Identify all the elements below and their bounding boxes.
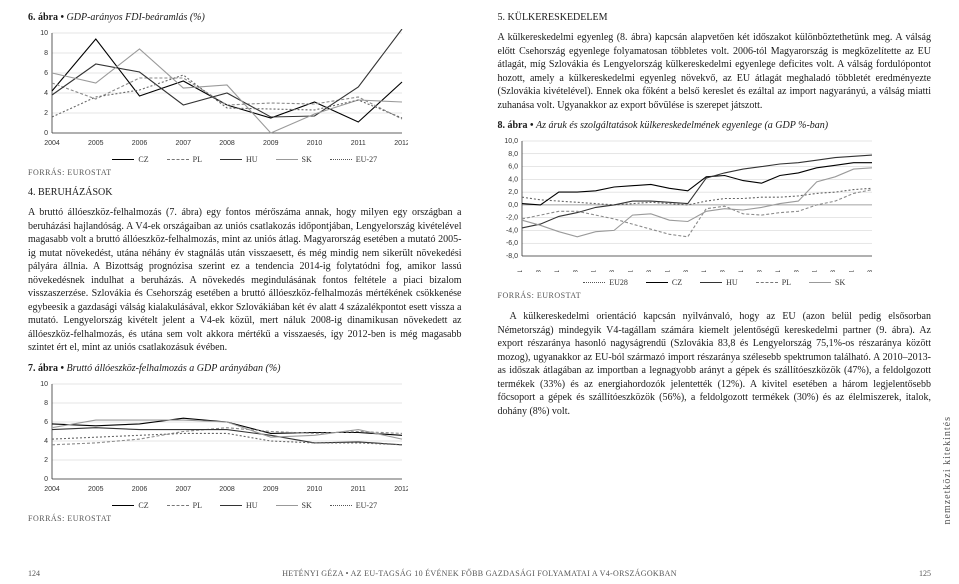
- fig8-chart: -8,0 -6,0 -4,0 -2,0 0,0 2,0 4,0 6,0 8,0 10,0 2004Q…: [498, 137, 878, 272]
- svg-text:2006Q3: 2006Q3: [610, 269, 616, 272]
- svg-text:2009Q1: 2009Q1: [702, 269, 708, 272]
- svg-text:0,0: 0,0: [508, 202, 518, 209]
- svg-text:2012: 2012: [394, 486, 408, 493]
- legend-sk: SK: [276, 155, 312, 164]
- fig6-title-em: GDP-arányos FDI-beáramlás (%): [67, 12, 205, 23]
- svg-text:2012Q1: 2012Q1: [812, 269, 818, 272]
- fig6-source: FORRÁS: EUROSTAT: [28, 168, 462, 177]
- legend-hu: HU: [220, 155, 258, 164]
- section-5-heading: 5. KÜLKERESKEDELEM: [498, 12, 932, 23]
- svg-text:2010Q1: 2010Q1: [739, 269, 745, 272]
- svg-text:-6,0: -6,0: [505, 240, 517, 247]
- svg-text:4: 4: [44, 90, 48, 97]
- svg-text:-8,0: -8,0: [505, 253, 517, 260]
- svg-text:6: 6: [44, 419, 48, 426]
- section-4-heading: 4. BERUHÁZÁSOK: [28, 187, 462, 198]
- svg-text:2005: 2005: [88, 140, 104, 147]
- svg-text:2009: 2009: [263, 486, 279, 493]
- footer: 124 HETÉNYI GÉZA • AZ EU-TAGSÁG 10 ÉVÉNE…: [0, 569, 959, 578]
- svg-text:2010: 2010: [307, 486, 323, 493]
- svg-text:2011Q3: 2011Q3: [794, 269, 800, 272]
- svg-text:2005Q3: 2005Q3: [573, 269, 579, 272]
- svg-text:2004Q1: 2004Q1: [518, 269, 524, 272]
- right-column: 5. KÜLKERESKEDELEM A külkereskedelmi egy…: [480, 0, 959, 584]
- svg-text:-4,0: -4,0: [505, 227, 517, 234]
- svg-text:2007Q1: 2007Q1: [628, 269, 634, 272]
- svg-text:2011: 2011: [351, 140, 366, 147]
- svg-text:2008Q1: 2008Q1: [665, 269, 671, 272]
- left-column: 6. ábra • GDP-arányos FDI-beáramlás (%) …: [0, 0, 480, 584]
- svg-text:2005Q1: 2005Q1: [554, 269, 560, 272]
- fig6-chart: 0 2 4 6 8 10 2004 2005 2006 2007 2008 2009 2010 2011 2…: [28, 29, 408, 149]
- fig8-legend: EU28 CZ HU PL SK: [498, 278, 932, 287]
- svg-text:2011Q1: 2011Q1: [775, 269, 781, 272]
- svg-text:10: 10: [40, 381, 48, 388]
- svg-text:2: 2: [44, 457, 48, 464]
- svg-text:6: 6: [44, 70, 48, 77]
- fig6-title: 6. ábra • GDP-arányos FDI-beáramlás (%): [28, 12, 462, 23]
- legend-pl: PL: [167, 155, 202, 164]
- fig8-title-prefix: 8. ábra: [498, 120, 528, 131]
- svg-text:10: 10: [40, 30, 48, 37]
- svg-text:2007Q3: 2007Q3: [646, 269, 652, 272]
- legend-eu27: EU-27: [330, 155, 377, 164]
- legend-cz: CZ: [112, 155, 148, 164]
- svg-text:2008: 2008: [219, 486, 235, 493]
- fig8-source: FORRÁS: EUROSTAT: [498, 291, 932, 300]
- svg-text:2010Q3: 2010Q3: [757, 269, 763, 272]
- fig8-title-em: Az áruk és szolgáltatások külkereskedelm…: [536, 120, 828, 131]
- svg-text:8,0: 8,0: [508, 151, 518, 158]
- fig7-title-prefix: 7. ábra: [28, 363, 58, 374]
- page-number-left: 124: [28, 569, 40, 578]
- svg-text:2013Q3: 2013Q3: [868, 269, 874, 272]
- svg-text:0: 0: [44, 130, 48, 137]
- section-5-para1: A külkereskedelmi egyenleg (8. ábra) kap…: [498, 31, 932, 112]
- svg-text:6,0: 6,0: [508, 164, 518, 171]
- svg-text:10,0: 10,0: [504, 138, 518, 145]
- fig7-title: 7. ábra • Bruttó állóeszköz-felhalmozás …: [28, 363, 462, 374]
- svg-text:8: 8: [44, 400, 48, 407]
- svg-text:2007: 2007: [175, 486, 191, 493]
- svg-text:2009: 2009: [263, 140, 279, 147]
- fig7-source: FORRÁS: EUROSTAT: [28, 514, 462, 523]
- svg-text:2008Q3: 2008Q3: [683, 269, 689, 272]
- svg-text:8: 8: [44, 50, 48, 57]
- svg-text:2004Q3: 2004Q3: [536, 269, 542, 272]
- svg-text:2007: 2007: [175, 140, 191, 147]
- svg-text:2009Q3: 2009Q3: [720, 269, 726, 272]
- svg-text:2011: 2011: [351, 486, 366, 493]
- fig7-legend: CZ PL HU SK EU-27: [28, 501, 462, 510]
- side-label: nemzetközi kitekintés: [942, 416, 953, 524]
- svg-text:2010: 2010: [307, 140, 323, 147]
- svg-text:2,0: 2,0: [508, 189, 518, 196]
- section-5-para2: A külkereskedelmi orientáció kapcsán nyi…: [498, 310, 932, 418]
- fig8-title: 8. ábra • Az áruk és szolgáltatások külk…: [498, 120, 932, 131]
- svg-text:2013Q1: 2013Q1: [849, 269, 855, 272]
- svg-text:2004: 2004: [44, 486, 60, 493]
- footer-author: HETÉNYI GÉZA • AZ EU-TAGSÁG 10 ÉVÉNEK FŐ…: [282, 569, 677, 578]
- fig6-legend: CZ PL HU SK EU-27: [28, 155, 462, 164]
- fig7-chart: 0 2 4 6 8 10 2004 2005 2006 2007 2008 2009 2010 2011 2…: [28, 380, 408, 495]
- svg-text:2012: 2012: [394, 140, 408, 147]
- svg-text:4: 4: [44, 438, 48, 445]
- svg-text:2006Q1: 2006Q1: [591, 269, 597, 272]
- svg-text:2008: 2008: [219, 140, 235, 147]
- svg-text:0: 0: [44, 476, 48, 483]
- svg-text:2012Q3: 2012Q3: [831, 269, 837, 272]
- svg-text:2006: 2006: [132, 140, 148, 147]
- svg-text:2004: 2004: [44, 140, 60, 147]
- svg-text:2005: 2005: [88, 486, 104, 493]
- svg-text:-2,0: -2,0: [505, 215, 517, 222]
- page-number-right: 125: [919, 569, 931, 578]
- svg-text:4,0: 4,0: [508, 176, 518, 183]
- svg-text:2006: 2006: [132, 486, 148, 493]
- fig6-title-prefix: 6. ábra: [28, 12, 58, 23]
- fig7-title-em: Bruttó állóeszköz-felhalmozás a GDP arán…: [67, 363, 281, 374]
- section-4-para: A bruttó állóeszköz-felhalmozás (7. ábra…: [28, 206, 462, 355]
- svg-text:2: 2: [44, 110, 48, 117]
